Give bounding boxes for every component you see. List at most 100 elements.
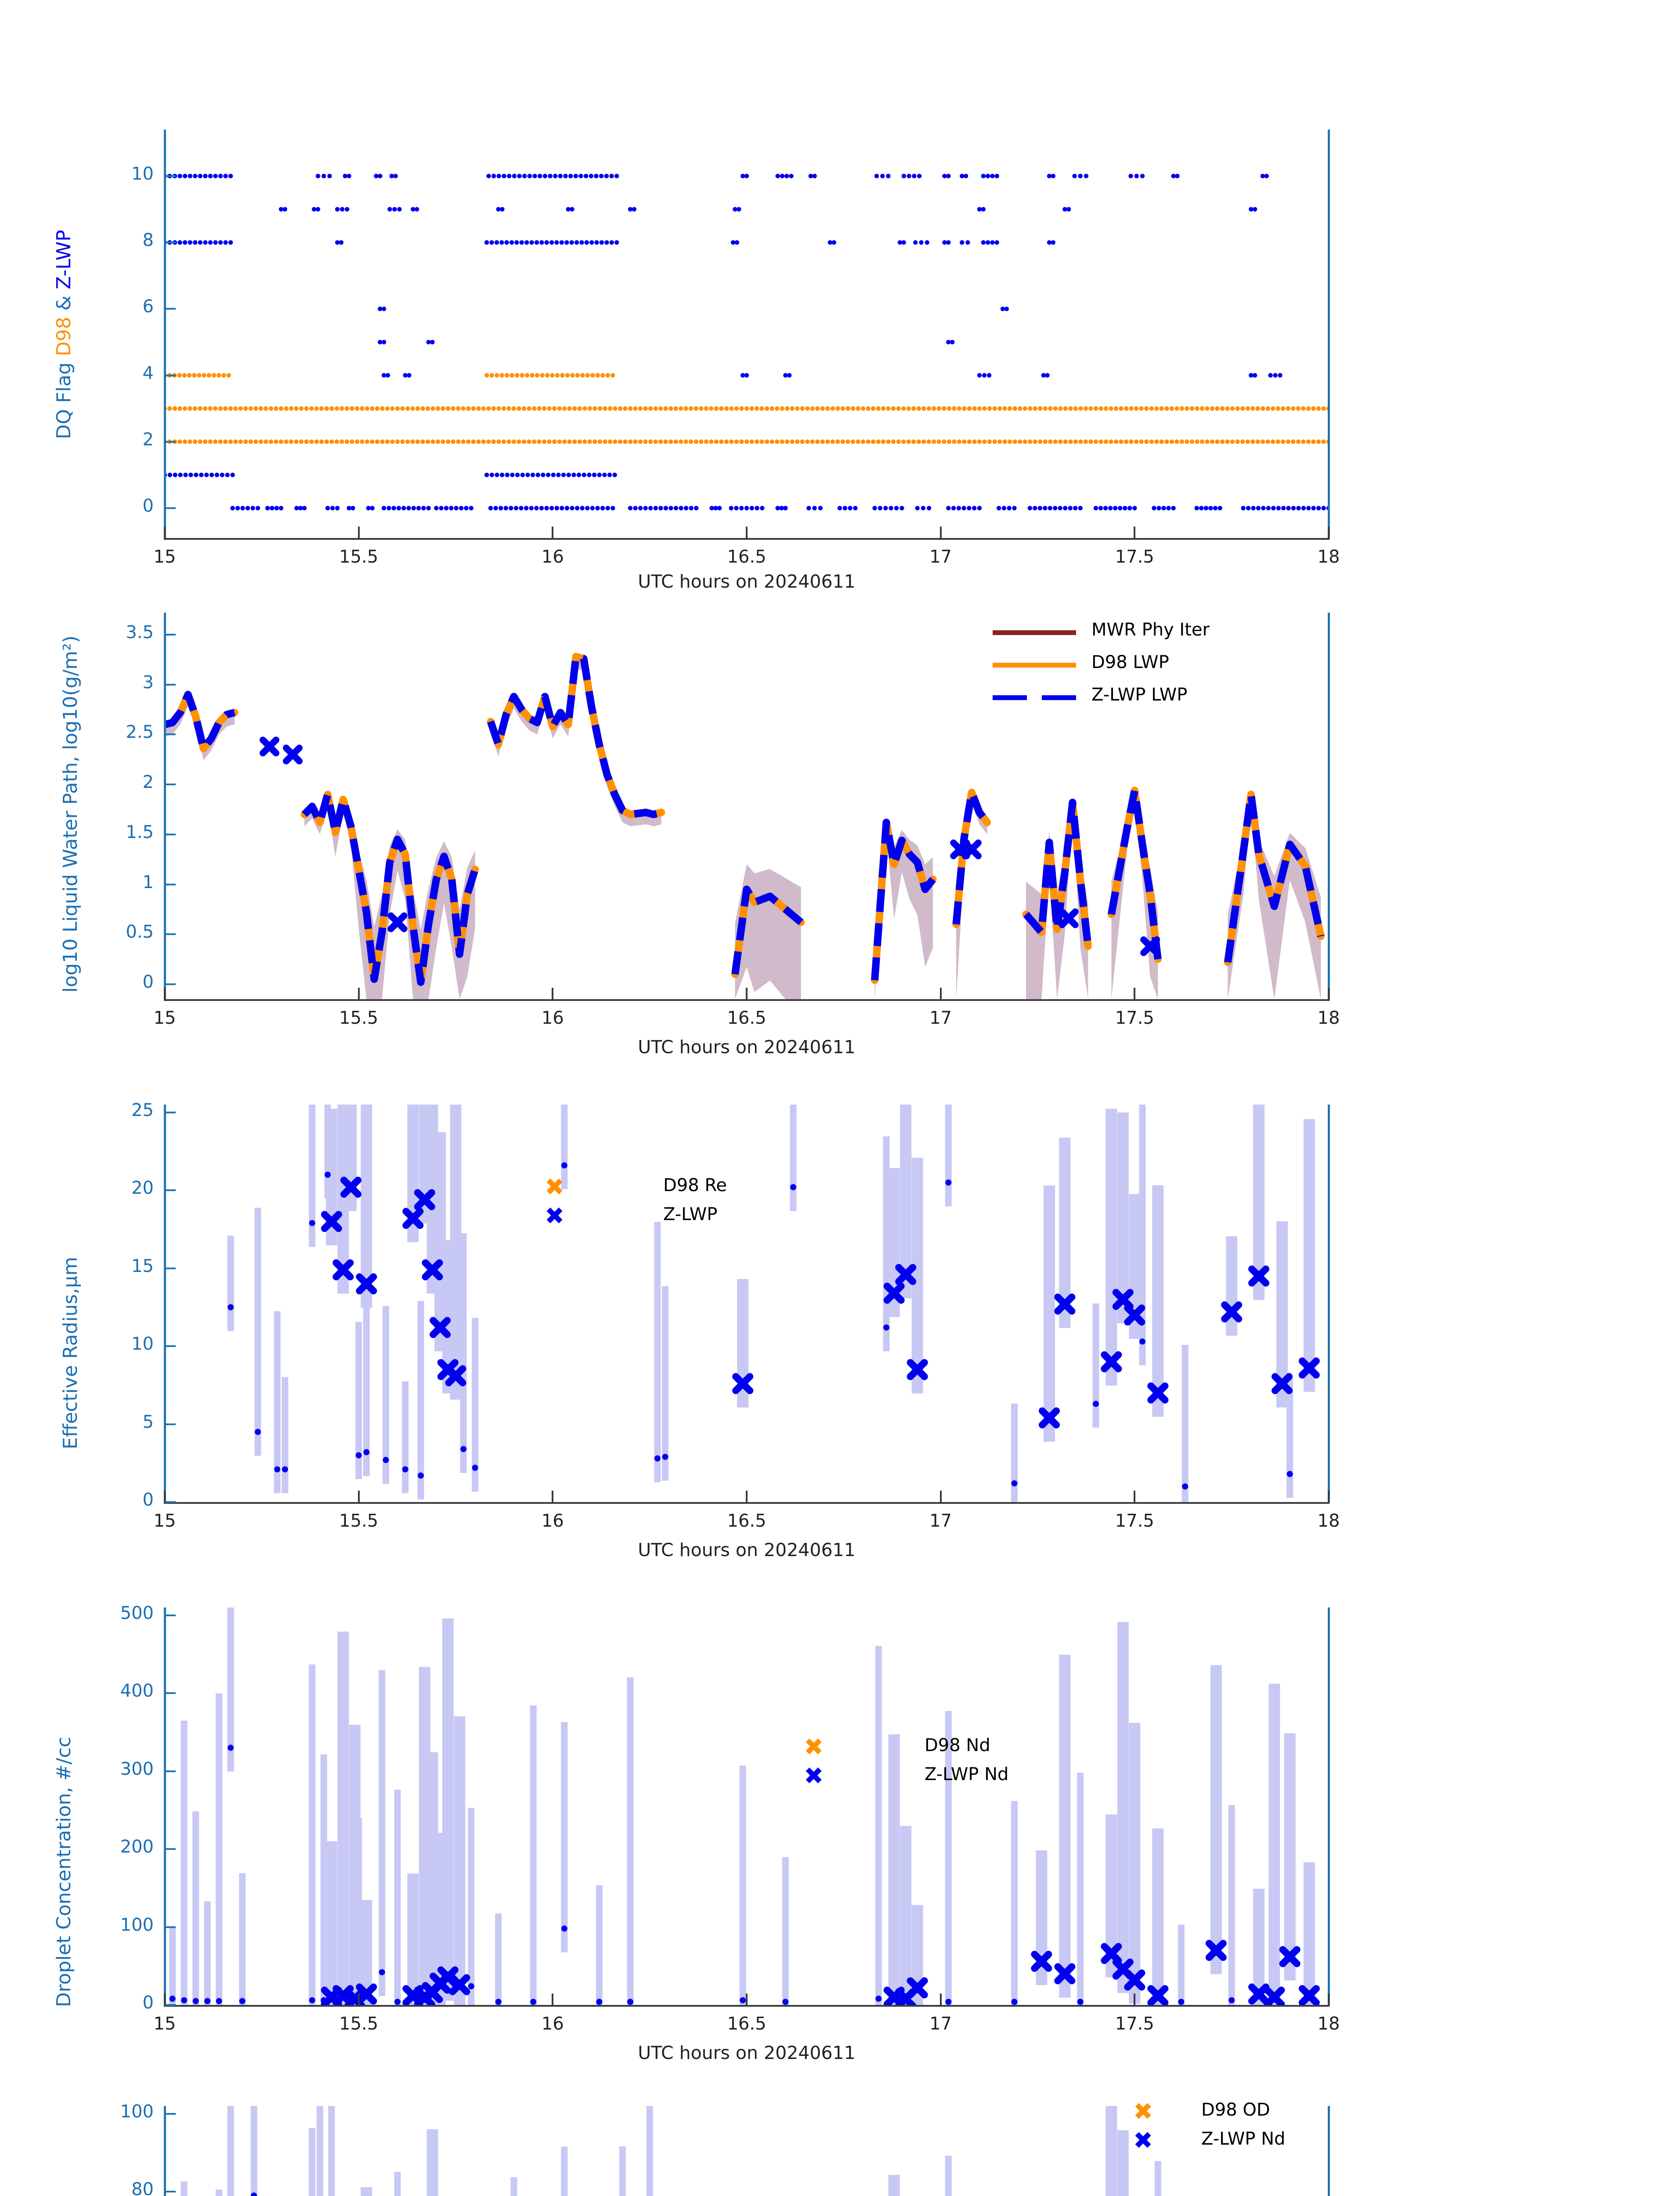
dq-flag-point (648, 439, 653, 444)
dq-flag-point (1048, 406, 1053, 411)
dq-flag-point (597, 406, 603, 411)
dq-flag-point (1001, 506, 1007, 511)
dq-flag-point (1199, 506, 1204, 511)
dq-flag-point (439, 506, 444, 511)
dq-flag-point (223, 173, 228, 179)
uncertainty-band (250, 2106, 257, 2196)
dq-flag-point (1245, 406, 1250, 411)
panel-droplet-concentration-ylabel: Droplet Concentration, #/cc (53, 1737, 75, 2007)
y-tick (164, 1614, 176, 1616)
dq-flag-point (569, 240, 574, 245)
uncertainty-band (1044, 1185, 1055, 1442)
legend-label-d98od: D98 OD (1201, 2100, 1270, 2120)
y-tick (164, 683, 176, 686)
z-lwp-point (654, 1455, 661, 1462)
dq-flag-point (1004, 307, 1009, 311)
uncertainty-band (1077, 1773, 1084, 2005)
ylabel-part-zlwp: Z-LWP (53, 230, 75, 289)
dq-flag-point (556, 473, 561, 477)
uncertainty-band (227, 2106, 234, 2196)
dq-flag-point (233, 406, 238, 411)
dq-flag-point (456, 406, 461, 411)
dq-flag-point (713, 506, 718, 511)
legend-marker-d98nd: ✖ (804, 1733, 824, 1761)
dq-flag-point (1256, 506, 1261, 511)
dq-flag-point (502, 173, 506, 179)
dq-flag-point (228, 240, 233, 245)
dq-flag-point (1033, 406, 1037, 411)
dq-flag-point (653, 439, 658, 444)
x-tick-label: 17.5 (1115, 1008, 1154, 1028)
x-tick-label: 15.5 (339, 2014, 379, 2034)
dq-flag-point (466, 439, 471, 444)
dq-flag-point (1154, 406, 1159, 411)
y-tick-label: 8 (142, 230, 154, 251)
dq-flag-point (618, 439, 623, 444)
dq-flag-point (987, 406, 992, 411)
dq-flag-point (754, 439, 759, 444)
z-lwp-point (355, 1452, 362, 1459)
y-tick-label: 25 (131, 1100, 154, 1120)
dq-flag-point (525, 473, 530, 477)
dq-flag-point (981, 207, 986, 212)
dq-flag-point (1264, 173, 1269, 179)
z-lwp-marker (402, 1208, 424, 1229)
dq-flag-point (192, 439, 198, 444)
dq-flag-point (403, 373, 408, 378)
dq-flag-point (405, 439, 410, 444)
dq-flag-point (1159, 439, 1164, 444)
z-lwp-point (216, 1998, 222, 2005)
dq-flag-point (529, 506, 534, 511)
dq-flag-point (555, 373, 560, 378)
z-lwp-lwp-line (731, 885, 804, 975)
uncertainty-band (662, 1286, 668, 1481)
dq-flag-point (489, 373, 494, 378)
panel-effective-radius-bottom-spine (164, 1502, 1330, 1504)
dq-flag-point (1109, 406, 1113, 411)
dq-flag-point (921, 406, 926, 411)
dq-flag-point (360, 406, 365, 411)
dq-flag-point (689, 506, 694, 511)
uncertainty-band (274, 1311, 281, 1493)
y-tick-label: 400 (120, 1681, 154, 1701)
dq-flag-point (489, 240, 494, 245)
dq-flag-point (278, 439, 284, 444)
dq-flag-point (298, 506, 303, 511)
dq-flag-point (299, 439, 304, 444)
dq-flag-point (187, 373, 192, 378)
dq-flag-point (749, 439, 754, 444)
z-lwp-point (309, 1997, 315, 2004)
dq-flag-point (850, 406, 856, 411)
dq-flag-point (441, 439, 445, 444)
dq-flag-point (759, 406, 764, 411)
dq-flag-point (347, 506, 351, 511)
dq-flag-point (1127, 506, 1132, 511)
dq-flag-point (739, 439, 744, 444)
x-tick (164, 988, 166, 999)
legend-swatch-zlwplwp-b (1042, 695, 1076, 700)
dq-flag-point (562, 439, 567, 444)
dq-flag-point (1027, 506, 1033, 511)
dq-flag-point (521, 406, 527, 411)
dq-flag-point (800, 439, 805, 444)
dq-flag-point (407, 373, 412, 378)
dq-flag-point (1058, 406, 1063, 411)
z-lwp-marker (1221, 1301, 1243, 1323)
dq-flag-point (274, 506, 279, 511)
x-tick-label: 16.5 (727, 547, 766, 567)
dq-flag-point (744, 506, 749, 511)
z-lwp-point (325, 1171, 331, 1178)
dq-flag-point (1066, 207, 1071, 212)
dq-flag-point (486, 439, 491, 444)
dq-flag-point (430, 439, 435, 444)
dq-flag-point (1129, 406, 1134, 411)
uncertainty-band (468, 1808, 475, 2005)
dq-flag-point (1045, 373, 1050, 378)
z-lwp-marker (449, 1974, 470, 1995)
dq-flag-point (590, 506, 595, 511)
x-tick-label: 17 (929, 2014, 952, 2034)
dq-flag-point (551, 473, 556, 477)
dq-flag-point (1311, 506, 1316, 511)
dq-flag-point (503, 506, 508, 511)
dq-flag-point (1174, 406, 1179, 411)
